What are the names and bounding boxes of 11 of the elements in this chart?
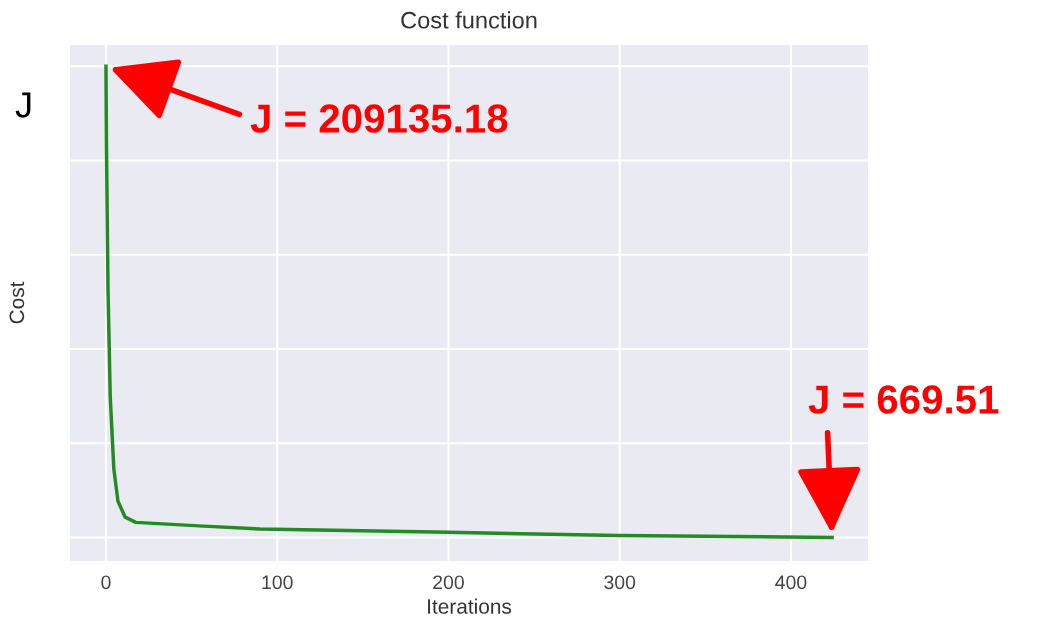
annotation: J = 209135.18 (250, 104, 508, 133)
x-tick-label: 100 (262, 575, 293, 590)
x-tick-label: 200 (433, 575, 464, 590)
x-tick-label: 0 (101, 575, 111, 590)
x-tick-label: 300 (604, 575, 636, 590)
x-tick-label: 400 (775, 575, 807, 590)
chart-title: Cost function (401, 11, 537, 29)
annotation: J = 669.51 (808, 385, 999, 414)
x-axis-title: Iterations (428, 598, 512, 614)
y-axis-title: Cost (9, 281, 25, 324)
text: J (15, 92, 31, 118)
